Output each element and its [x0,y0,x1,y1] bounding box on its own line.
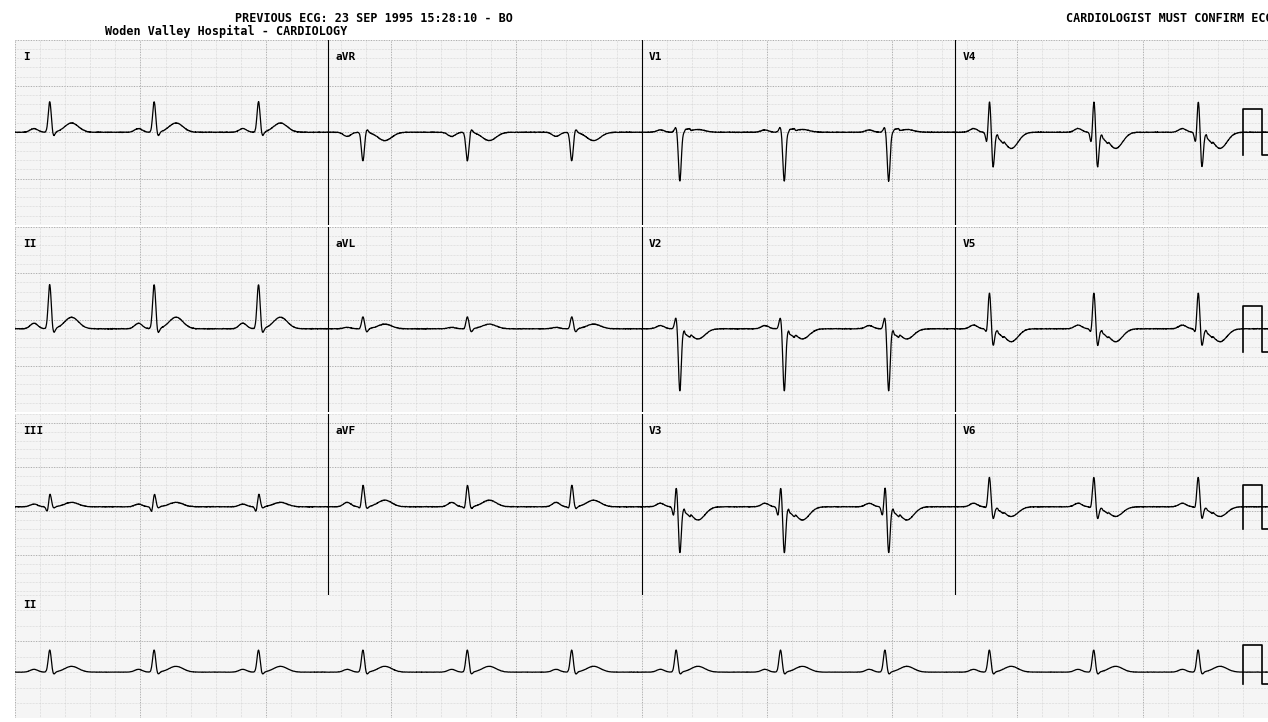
Text: III: III [23,427,43,436]
Text: V4: V4 [962,52,976,62]
Text: Woden Valley Hospital - CARDIOLOGY: Woden Valley Hospital - CARDIOLOGY [104,25,347,38]
Text: II: II [23,600,37,610]
Text: CARDIOLOGIST MUST CONFIRM ECG: CARDIOLOGIST MUST CONFIRM ECG [1066,12,1268,25]
Text: I: I [23,52,29,62]
Text: II: II [23,239,37,249]
Text: V1: V1 [649,52,663,62]
Text: V6: V6 [962,427,976,436]
Text: V3: V3 [649,427,663,436]
Text: V2: V2 [649,239,663,249]
Text: V5: V5 [962,239,976,249]
Text: PREVIOUS ECG: 23 SEP 1995 15:28:10 - BO: PREVIOUS ECG: 23 SEP 1995 15:28:10 - BO [235,12,514,25]
Text: aVR: aVR [336,52,356,62]
Text: aVL: aVL [336,239,356,249]
Text: aVF: aVF [336,427,356,436]
